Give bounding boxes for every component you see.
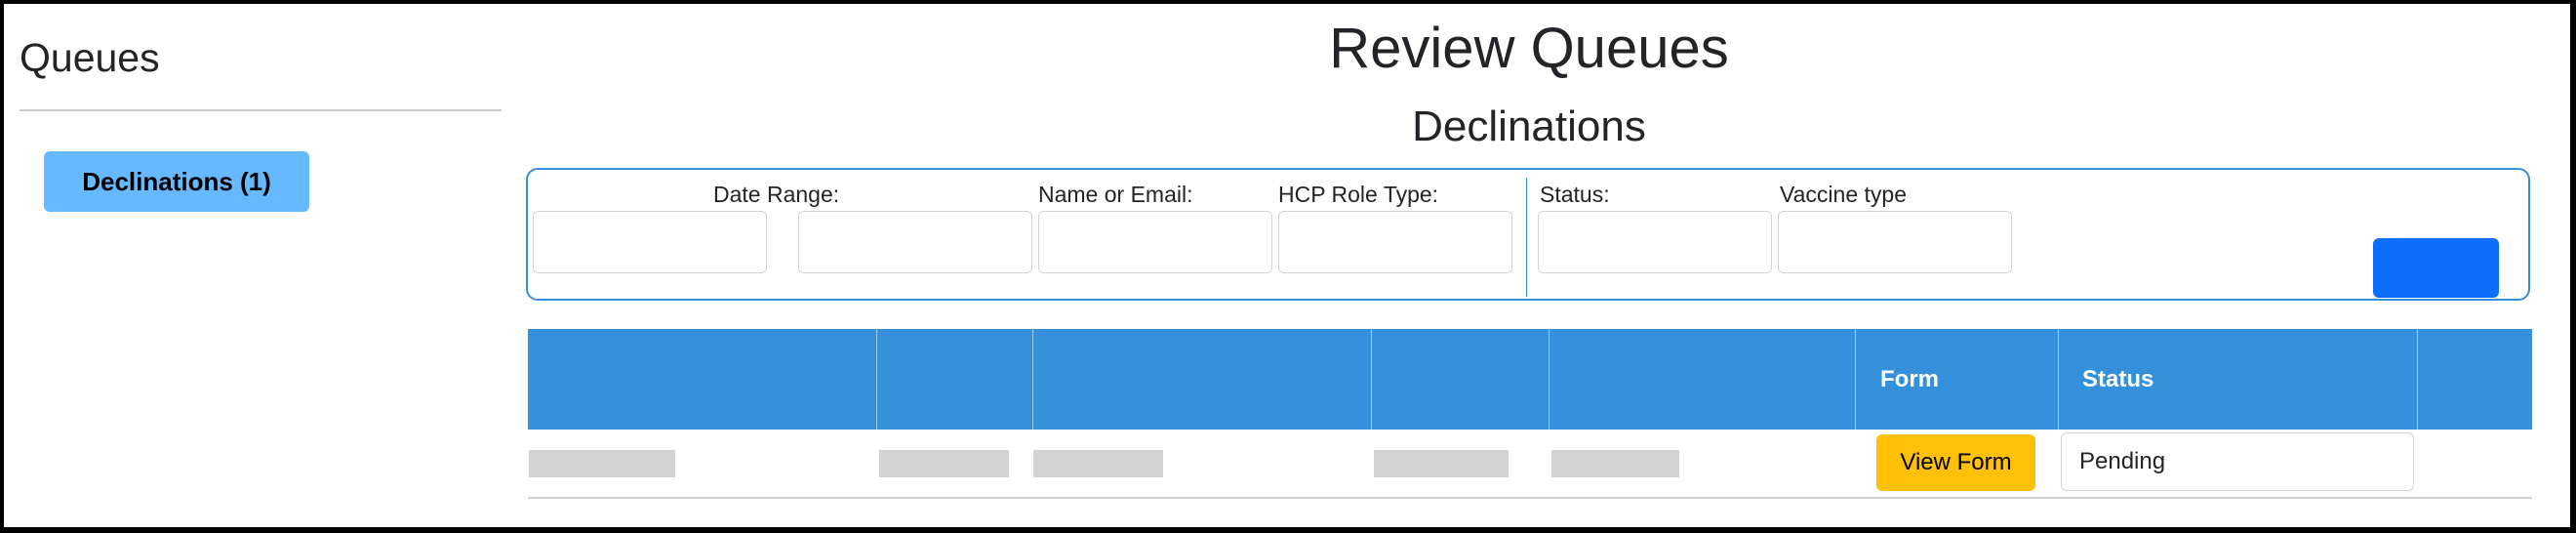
vaccine-type-select[interactable] xyxy=(1778,211,2012,273)
row-divider xyxy=(528,497,2532,499)
sidebar-title: Queues xyxy=(20,35,160,80)
column-separator xyxy=(1371,329,1372,430)
name-email-input[interactable] xyxy=(1038,211,1272,273)
status-select[interactable]: Pending xyxy=(2061,432,2414,491)
queue-title: Declinations xyxy=(1412,102,1646,150)
hcp-role-select[interactable] xyxy=(1278,211,1512,273)
redacted-cell xyxy=(529,450,675,477)
column-separator xyxy=(2058,329,2059,430)
search-button[interactable] xyxy=(2373,238,2499,298)
column-separator xyxy=(1549,329,1550,430)
redacted-cell xyxy=(1033,450,1163,477)
status-select[interactable] xyxy=(1538,211,1772,273)
table-header xyxy=(528,329,2532,430)
column-header-form[interactable]: Form xyxy=(1880,365,1939,392)
vaccine-type-label: Vaccine type xyxy=(1780,182,1907,207)
redacted-cell xyxy=(879,450,1009,477)
date-to-input[interactable] xyxy=(798,211,1032,273)
hcp-role-label: HCP Role Type: xyxy=(1278,182,1439,207)
filter-divider xyxy=(1526,178,1527,297)
column-separator xyxy=(1855,329,1856,430)
status-label: Status: xyxy=(1540,182,1610,207)
date-from-input[interactable] xyxy=(533,211,767,273)
column-separator xyxy=(2417,329,2418,430)
divider xyxy=(20,109,502,111)
redacted-cell xyxy=(1551,450,1679,477)
column-separator xyxy=(876,329,877,430)
redacted-cell xyxy=(1374,450,1509,477)
page-title: Review Queues xyxy=(1329,17,1729,80)
view-form-button[interactable]: View Form xyxy=(1876,434,2035,491)
page: Queues Declinations (1) Review Queues De… xyxy=(4,4,2570,527)
filter-panel xyxy=(526,168,2530,301)
name-email-label: Name or Email: xyxy=(1038,182,1193,207)
sidebar-item-declinations[interactable]: Declinations (1) xyxy=(44,151,309,212)
column-separator xyxy=(1032,329,1033,430)
date-range-label: Date Range: xyxy=(713,182,840,207)
column-header-status[interactable]: Status xyxy=(2082,365,2154,392)
